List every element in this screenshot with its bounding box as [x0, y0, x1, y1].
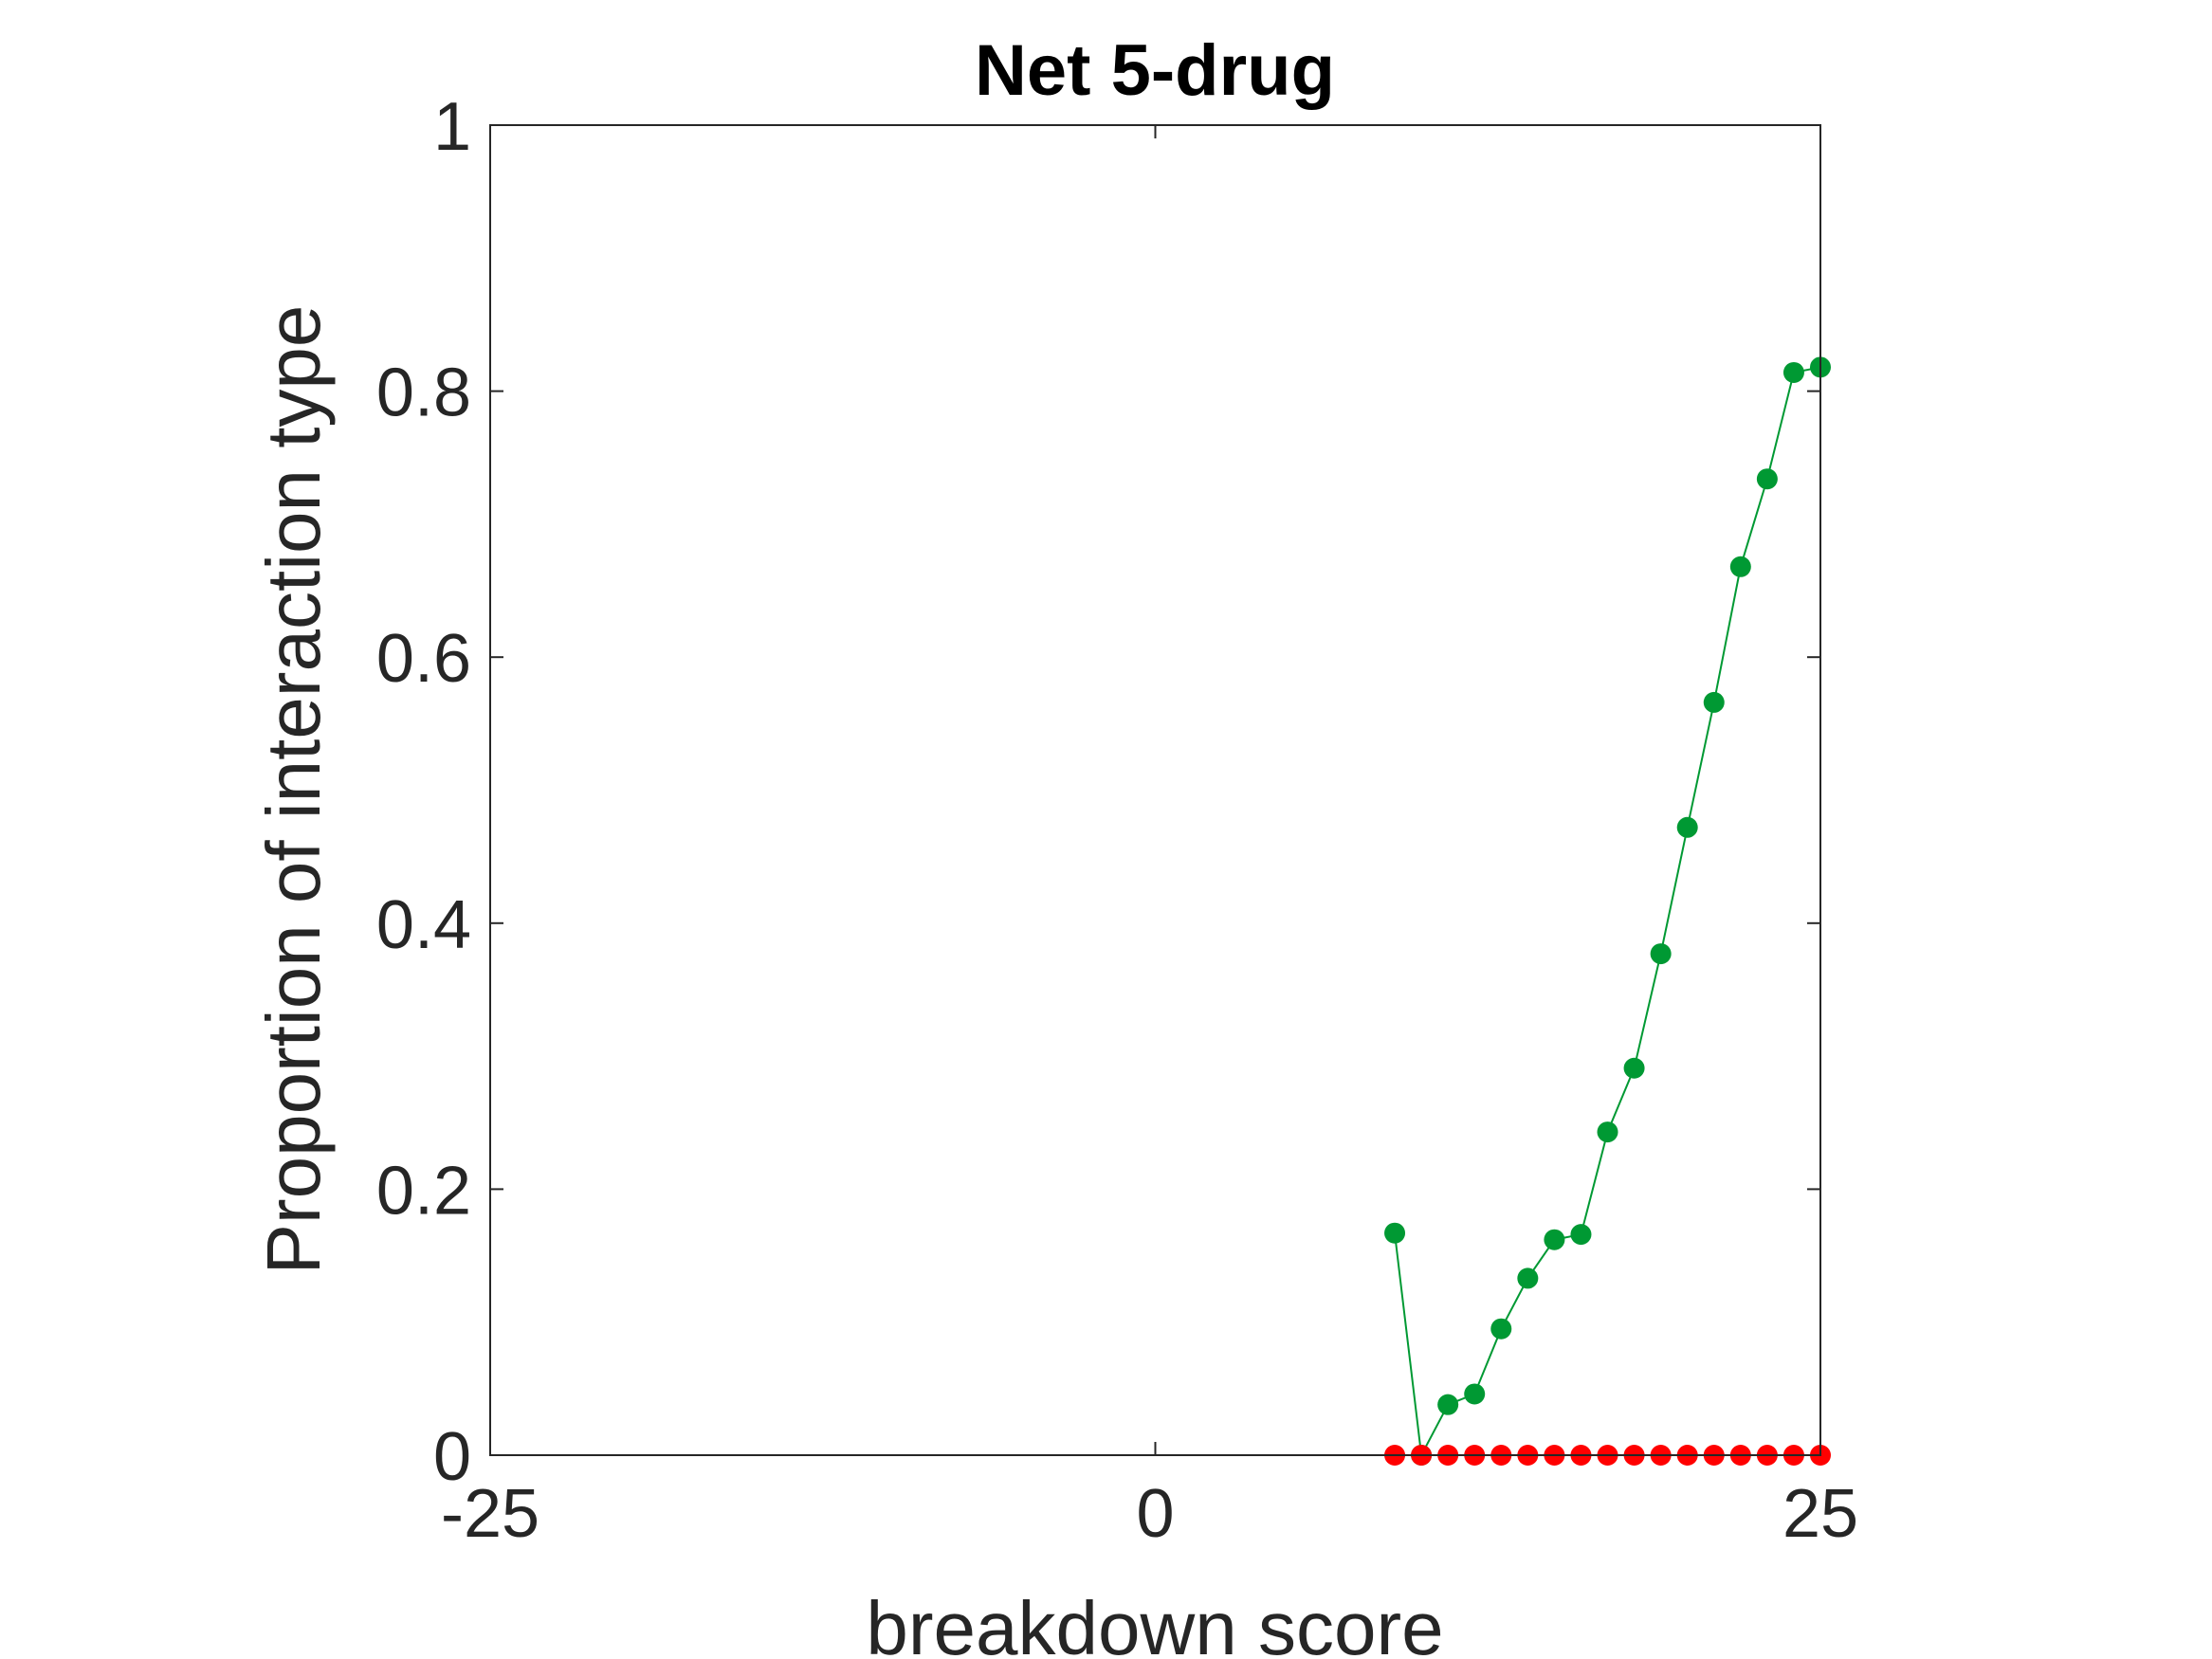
- data-point-green: [1490, 1318, 1512, 1340]
- data-point-green: [1570, 1224, 1592, 1246]
- data-point-green: [1437, 1394, 1459, 1415]
- data-point-green: [1650, 943, 1672, 965]
- x-axis-label: breakdown score: [866, 1586, 1443, 1659]
- y-tick-label: 1: [433, 89, 471, 165]
- y-tick-label: 0: [433, 1419, 471, 1495]
- data-point-green: [1597, 1121, 1618, 1143]
- x-tick-label: -25: [441, 1476, 539, 1552]
- data-point-green: [1517, 1267, 1539, 1289]
- series-layer: [1384, 356, 1831, 1466]
- data-point-green: [1756, 468, 1778, 490]
- series-line-green: [1394, 366, 1821, 1459]
- y-tick-label: 0.4: [376, 887, 471, 963]
- x-tick-label: 0: [1136, 1476, 1174, 1552]
- chart-title: Net 5-drug: [975, 30, 1335, 111]
- y-axis-label: Proportion of interaction type: [251, 305, 336, 1275]
- data-point-green: [1729, 556, 1751, 577]
- y-tick-label: 0.2: [376, 1153, 471, 1229]
- plot-frame: [489, 124, 1821, 1456]
- y-tick-label: 0.8: [376, 356, 471, 431]
- y-tick-label: 0.6: [376, 621, 471, 697]
- data-point-green: [1676, 816, 1698, 838]
- data-point-green: [1703, 691, 1725, 713]
- data-point-green: [1384, 1222, 1406, 1244]
- data-point-green: [1464, 1383, 1486, 1405]
- x-tick-label: 25: [1782, 1476, 1858, 1552]
- data-point-green: [1544, 1229, 1565, 1250]
- data-point-green: [1623, 1057, 1645, 1079]
- data-point-green: [1782, 361, 1804, 383]
